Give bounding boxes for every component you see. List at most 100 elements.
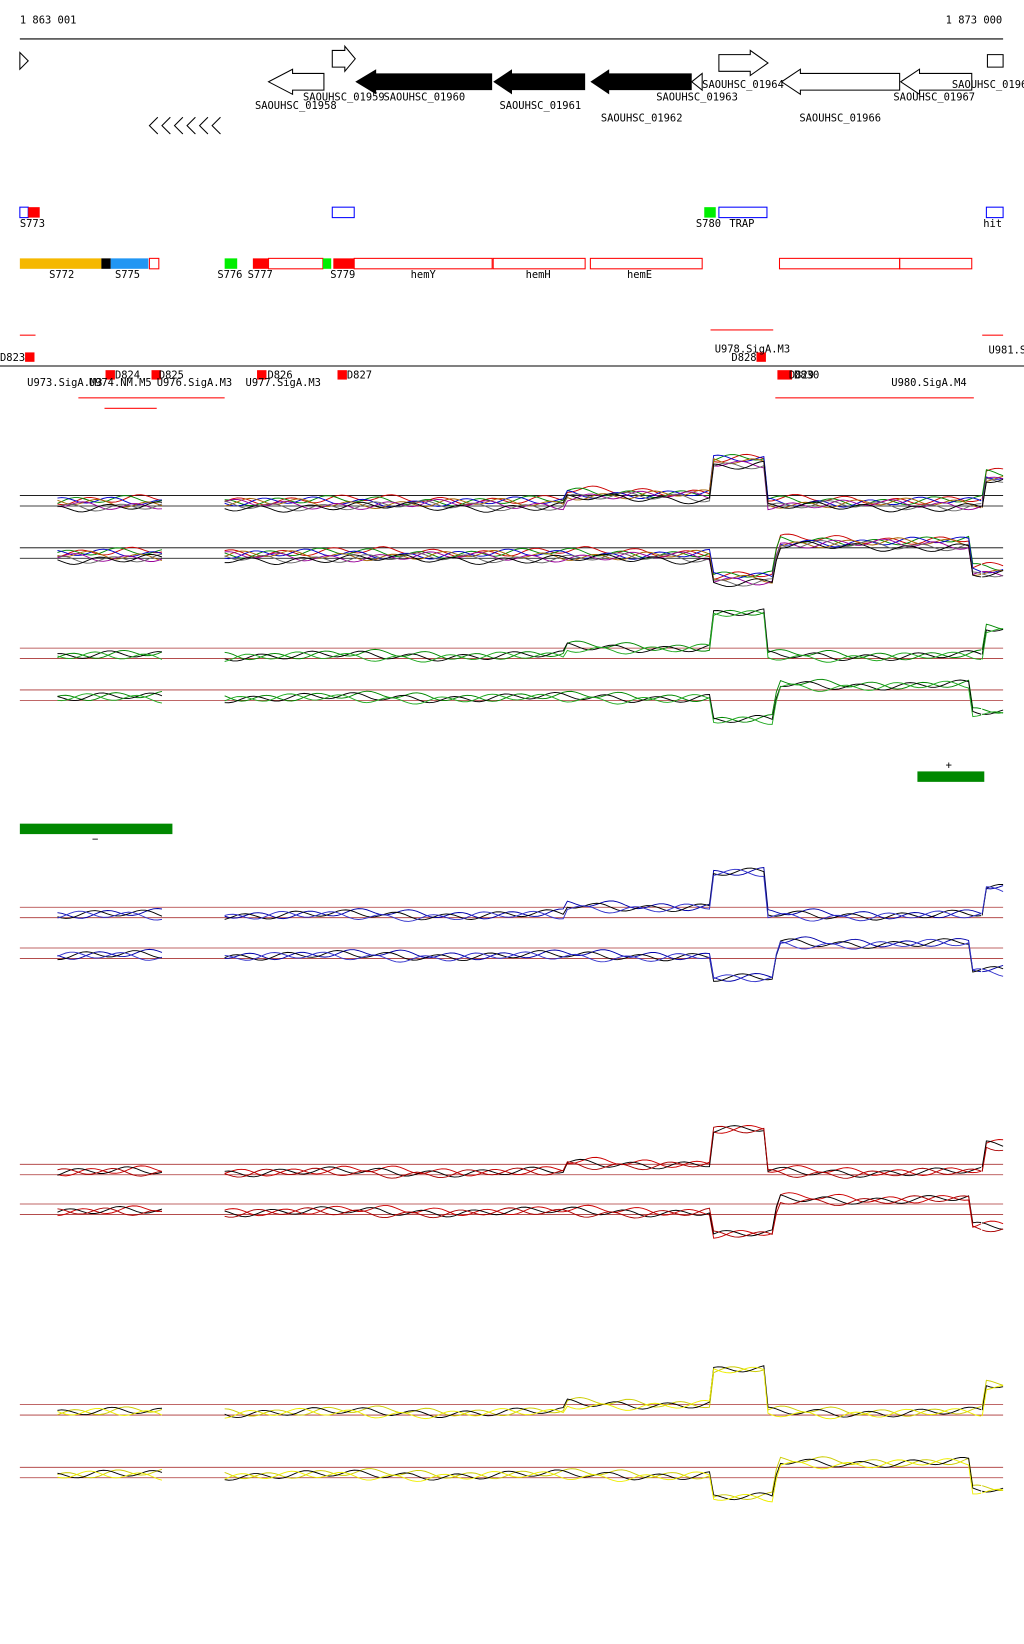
- feature-label: TRAP: [729, 218, 754, 230]
- gene-label: SAOUHSC_0196: [952, 79, 1024, 91]
- gene-arrow: [267, 68, 325, 96]
- trace: [57, 1470, 163, 1481]
- trace: [224, 460, 982, 513]
- trace: [981, 1379, 1004, 1407]
- trace: [224, 610, 982, 663]
- feature-label: S773: [20, 218, 45, 230]
- gene-label: SAOUHSC_01961: [499, 100, 581, 112]
- trace: [981, 628, 1004, 660]
- gene-label: SAOUHSC_01966: [799, 112, 881, 124]
- trace: [57, 909, 163, 919]
- trace: [57, 550, 163, 561]
- gene-arrow: [590, 69, 692, 95]
- trace: [57, 501, 162, 513]
- trace: [224, 938, 982, 983]
- transcript-label: S772: [49, 269, 74, 281]
- regulation-label: D826: [267, 370, 292, 382]
- trace: [57, 495, 163, 504]
- trace: [982, 573, 1004, 578]
- ruler-end: 1 873 000: [946, 14, 1003, 26]
- gene-label: SAOUHSC_01962: [601, 112, 683, 124]
- strand-label: +: [946, 759, 952, 771]
- trace: [981, 477, 1004, 504]
- regulation-label: D824: [115, 370, 140, 382]
- gene-arrow: [493, 69, 586, 95]
- trace: [57, 910, 163, 921]
- trace: [982, 561, 1004, 567]
- strand-label: −: [92, 833, 98, 845]
- gene-label: SAOUHSC_01963: [656, 92, 738, 104]
- trace: [982, 1222, 1004, 1230]
- trace: [57, 503, 163, 512]
- trace: [982, 1485, 1004, 1491]
- trace: [982, 564, 1004, 571]
- trace: [224, 454, 982, 507]
- gene-arrow: [986, 54, 1004, 68]
- regulation-label: U973.SigA.M3: [27, 377, 102, 389]
- gene-label: SAOUHSC_01960: [383, 92, 465, 104]
- transcript-label: hemH: [526, 269, 551, 281]
- trace: [57, 1207, 163, 1216]
- trace: [982, 709, 1004, 715]
- trace: [224, 453, 982, 506]
- trace: [57, 1205, 162, 1217]
- trace: [224, 868, 982, 922]
- regulation-label: U980.SigA.M4: [891, 377, 966, 389]
- feature-label: S780: [696, 218, 721, 230]
- trace: [57, 950, 162, 961]
- trace: [982, 570, 1004, 577]
- trace: [224, 1194, 982, 1237]
- transcript-label: S779: [330, 269, 355, 281]
- trace: [982, 968, 1004, 977]
- regulation-label: D830: [794, 370, 819, 382]
- transcript-label: S777: [248, 269, 273, 281]
- strand-bar: [917, 771, 985, 782]
- trace: [224, 1457, 982, 1501]
- trace: [57, 553, 163, 564]
- trace: [982, 570, 1004, 578]
- trace: [224, 462, 982, 512]
- gene-arrow: [331, 44, 356, 73]
- regulation-label: D829: [789, 370, 814, 382]
- trace: [981, 886, 1004, 914]
- trace: [224, 541, 982, 588]
- trace: [224, 679, 982, 723]
- trace: [981, 1385, 1004, 1411]
- trace: [981, 1146, 1004, 1172]
- regulation-label: U976.SigA.M3: [157, 377, 232, 389]
- trace: [57, 553, 163, 565]
- regulation-label: D823: [0, 352, 25, 364]
- trace: [224, 535, 982, 578]
- trace: [224, 609, 982, 661]
- gene-arrow: [899, 68, 973, 96]
- strand-bar: [19, 823, 173, 835]
- trace: [224, 457, 982, 509]
- gene-arrow: [780, 68, 901, 96]
- trace: [982, 1220, 1004, 1225]
- regulation-label: U981.S: [988, 344, 1024, 356]
- transcript-label: S776: [217, 269, 242, 281]
- trace: [57, 908, 163, 919]
- trace: [57, 1406, 162, 1416]
- trace: [57, 651, 163, 660]
- transcript-label: hemY: [411, 269, 437, 281]
- regulation-label: D828: [731, 352, 756, 364]
- trace: [224, 1125, 982, 1179]
- trace: [981, 469, 1004, 496]
- trace: [224, 1366, 982, 1420]
- trace: [224, 678, 982, 723]
- transcript-label: S775: [115, 269, 140, 281]
- trace: [57, 692, 163, 702]
- gene-label: SAOUHSC_01959: [303, 92, 385, 104]
- regulation-label: U978.SigA.M3: [715, 343, 790, 355]
- trace: [982, 966, 1004, 970]
- trace: [57, 1469, 163, 1479]
- small-arrows: [148, 116, 221, 135]
- trace: [982, 711, 1004, 716]
- trace: [982, 964, 1004, 973]
- trace: [981, 1384, 1004, 1417]
- trace: [224, 1195, 982, 1238]
- trace: [57, 548, 163, 557]
- trace: [224, 540, 982, 587]
